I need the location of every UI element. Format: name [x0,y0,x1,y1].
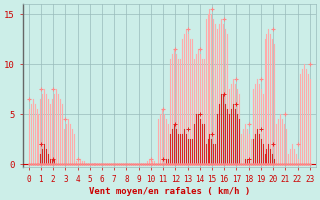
X-axis label: Vent moyen/en rafales ( km/h ): Vent moyen/en rafales ( km/h ) [89,187,250,196]
